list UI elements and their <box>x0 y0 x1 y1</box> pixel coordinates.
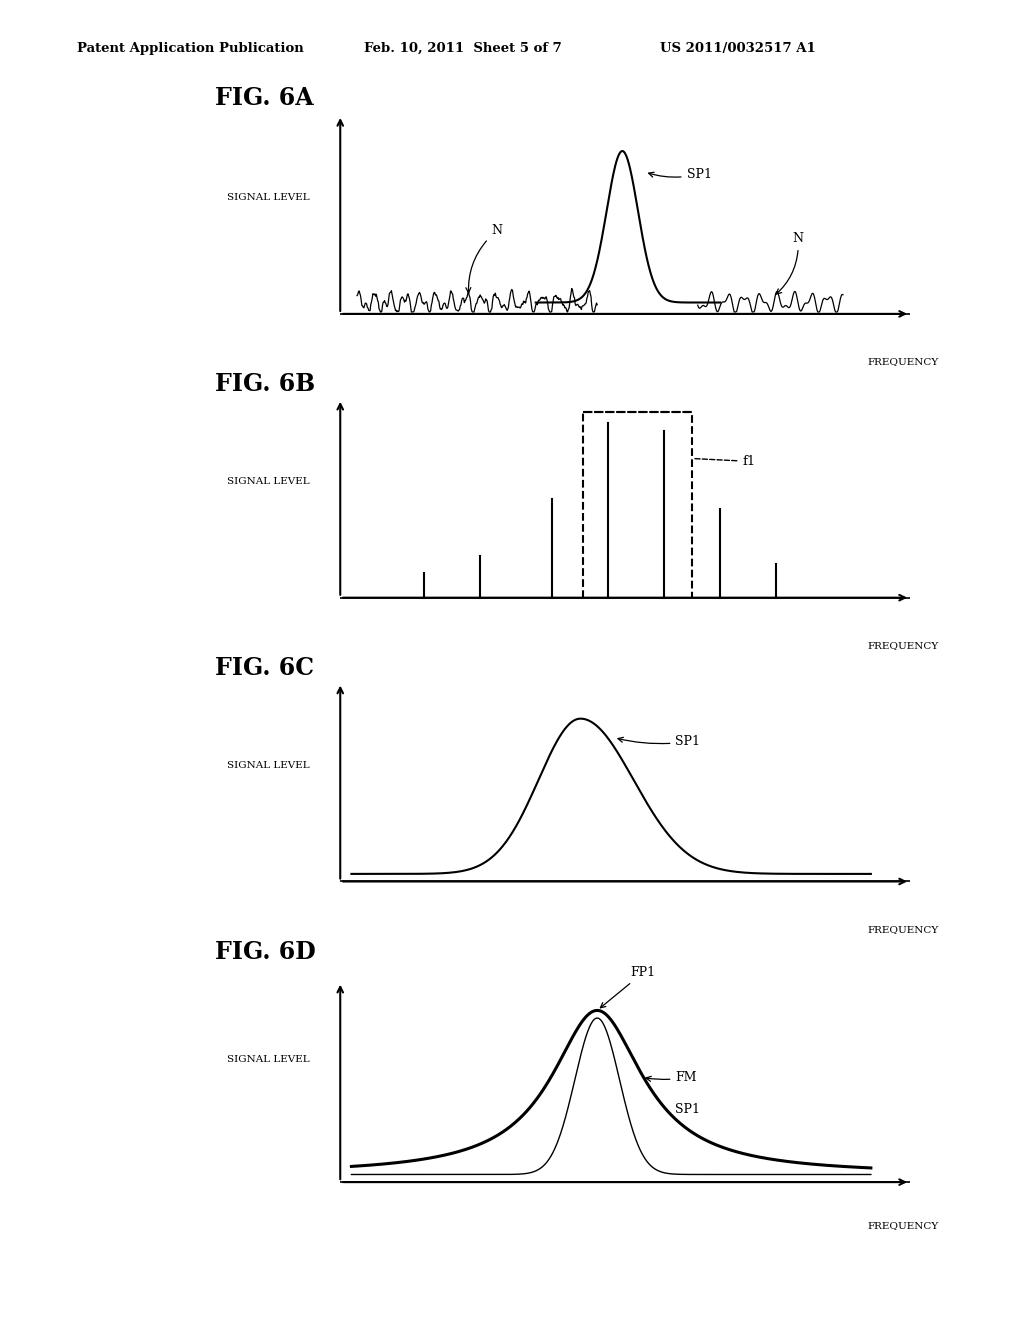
Text: N: N <box>466 224 502 293</box>
Text: FIG. 6A: FIG. 6A <box>215 86 313 110</box>
Text: N: N <box>776 232 804 294</box>
Text: SP1: SP1 <box>676 1104 700 1117</box>
Text: US 2011/0032517 A1: US 2011/0032517 A1 <box>660 42 816 55</box>
Text: SIGNAL LEVEL: SIGNAL LEVEL <box>226 478 309 486</box>
Text: f1: f1 <box>695 455 756 467</box>
Text: FREQUENCY: FREQUENCY <box>867 642 939 651</box>
Text: SP1: SP1 <box>618 735 700 748</box>
Text: FREQUENCY: FREQUENCY <box>867 358 939 367</box>
Text: FREQUENCY: FREQUENCY <box>867 925 939 935</box>
Text: FIG. 6B: FIG. 6B <box>215 372 315 396</box>
Text: FREQUENCY: FREQUENCY <box>867 1221 939 1230</box>
Text: SP1: SP1 <box>648 168 712 181</box>
Text: FIG. 6D: FIG. 6D <box>215 940 315 964</box>
Text: Feb. 10, 2011  Sheet 5 of 7: Feb. 10, 2011 Sheet 5 of 7 <box>364 42 561 55</box>
Text: FM: FM <box>646 1071 697 1084</box>
Text: FIG. 6C: FIG. 6C <box>215 656 314 680</box>
Text: Patent Application Publication: Patent Application Publication <box>77 42 303 55</box>
Text: FP1: FP1 <box>600 966 655 1007</box>
Text: SIGNAL LEVEL: SIGNAL LEVEL <box>226 762 309 770</box>
Text: SIGNAL LEVEL: SIGNAL LEVEL <box>226 194 309 202</box>
Text: SIGNAL LEVEL: SIGNAL LEVEL <box>226 1055 309 1064</box>
